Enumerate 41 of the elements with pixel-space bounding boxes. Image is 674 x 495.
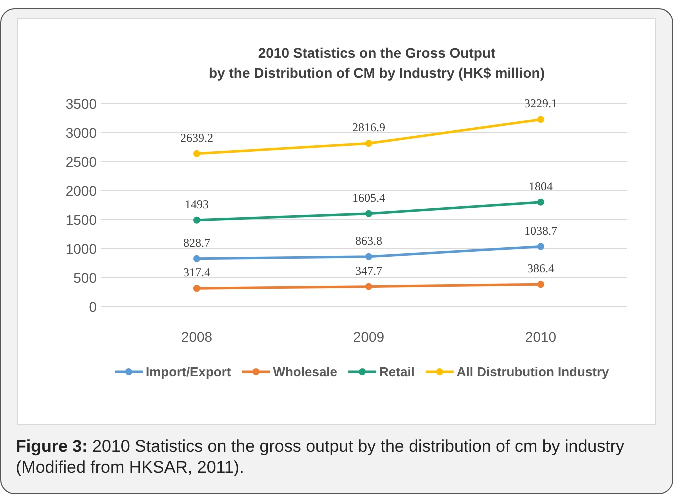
data-label: 386.4 (528, 262, 554, 276)
point (366, 253, 372, 260)
data-label: 2816.9 (352, 120, 386, 135)
caption: Figure 3: 2010 Statistics on the gross output by the distribution of cm by industry (Modified from HKSAR, 2011). (16, 437, 626, 477)
y-tick-label: 3000 (66, 125, 98, 141)
chart-title: 2010 Statistics on the Gross Output by the Distribution of CM by Industry (HK$ million) (209, 45, 545, 81)
point (366, 283, 372, 290)
y-tick-label: 2000 (66, 183, 98, 199)
point (194, 285, 200, 292)
data-label: 863.8 (356, 234, 382, 248)
data-label: 828.7 (184, 236, 210, 250)
point (538, 116, 544, 124)
x-tick-label: 2008 (181, 329, 213, 345)
legend-label: Import/Export (146, 364, 232, 380)
x-tick-label: 2010 (525, 329, 557, 345)
legend-label: Wholesale (273, 364, 338, 380)
y-tick-label: 1500 (66, 212, 98, 228)
data-label: 1605.4 (352, 190, 386, 205)
point (194, 216, 200, 224)
point (194, 255, 200, 262)
y-tick-label: 3500 (66, 96, 98, 112)
y-tick-label: 2500 (66, 154, 98, 170)
y-tick-label: 500 (74, 270, 98, 286)
data-label: 317.4 (184, 266, 210, 280)
point (538, 243, 544, 250)
y-tick-label: 1000 (66, 241, 98, 257)
point (366, 210, 372, 218)
y-tick-label: 0 (89, 299, 98, 315)
point (194, 150, 200, 158)
point (538, 198, 544, 206)
legend-label: Retail (380, 364, 415, 380)
data-label: 3229.1 (524, 96, 558, 111)
data-label: 2639.2 (180, 130, 214, 145)
data-label: 347.7 (356, 264, 382, 278)
data-label: 1038.7 (524, 224, 558, 238)
legend-label: All Distrubution Industry (456, 364, 610, 380)
data-label: 1493 (185, 197, 209, 212)
data-label: 1804 (529, 179, 553, 194)
point (538, 281, 544, 288)
x-tick-label: 2009 (353, 329, 385, 345)
point (366, 140, 372, 148)
